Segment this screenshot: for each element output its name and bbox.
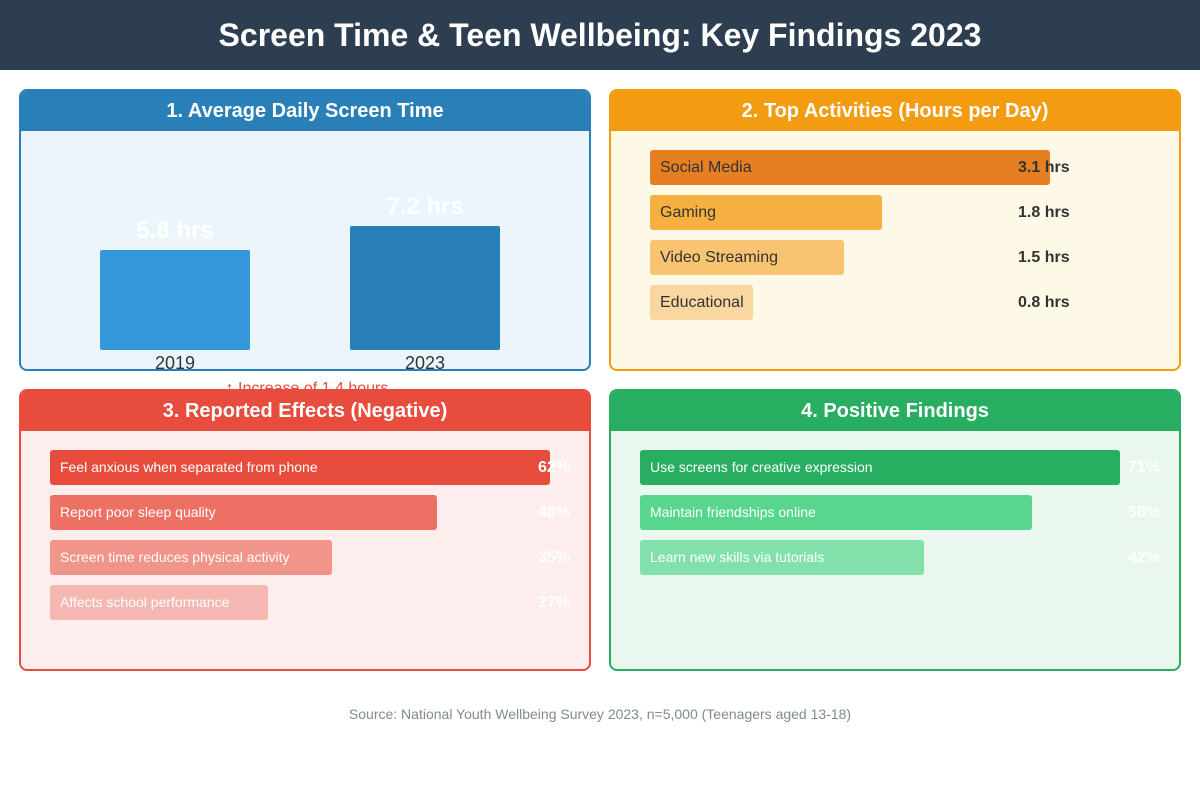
bar-row: Use screens for creative expression 71% [640, 450, 1160, 485]
bar [50, 495, 438, 530]
source-note: Source: National Youth Wellbeing Survey … [348, 706, 852, 722]
negative-effects-chart: Feel anxious when separated from phone 62… [21, 431, 589, 669]
bar-label: Learn new skills via tutorials [650, 549, 825, 565]
bar [50, 450, 550, 485]
bar-row: Learn new skills via tutorials 42% [640, 540, 1160, 575]
bar-row: Gaming 1.8 hrs [650, 195, 1130, 230]
bar-2019 [100, 250, 250, 350]
bar-label: Affects school performance [60, 594, 230, 610]
bar-label: Use screens for creative expression [650, 459, 873, 475]
bar [640, 450, 1120, 485]
bar-label: Feel anxious when separated from phone [60, 459, 318, 475]
bar-row: Screen time reduces physical activity 35% [50, 540, 570, 575]
bar-row: Video Streaming 1.5 hrs [650, 240, 1130, 275]
bar-value-label: 42% [1128, 549, 1161, 566]
negative-effects-panel: 3. Reported Effects (Negative) Feel anxi… [19, 389, 591, 671]
positive-findings-panel: 4. Positive Findings Use screens for cre… [609, 389, 1181, 671]
bar-label: Video Streaming [660, 249, 778, 266]
bar-label: Screen time reduces physical activity [60, 549, 290, 565]
bar [650, 285, 754, 320]
bar-value-label: 3.1 hrs [1018, 159, 1070, 176]
bar-row: Maintain friendships online 58% [640, 495, 1160, 530]
bar [640, 540, 924, 575]
bar-row: Educational 0.8 hrs [650, 285, 1130, 320]
bar-label: Report poor sleep quality [60, 504, 216, 520]
bar-value-label: 7.2 hrs [386, 192, 464, 220]
bar-row: Social Media 3.1 hrs [650, 150, 1130, 185]
bar [50, 585, 268, 620]
bar-value-label: 1.8 hrs [1018, 204, 1070, 221]
bar-row: Affects school performance 27% [50, 585, 570, 620]
positive-findings-panel-title: 4. Positive Findings [611, 391, 1179, 431]
bar-value-label: 71% [1128, 459, 1161, 476]
bar-label: Maintain friendships online [650, 504, 816, 520]
bar-row: Feel anxious when separated from phone 62… [50, 450, 570, 485]
bar [640, 495, 1033, 530]
screen-time-panel-title: 1. Average Daily Screen Time [21, 91, 589, 131]
bar-value-label: 62% [538, 459, 571, 476]
bar [650, 195, 883, 230]
bar-label: Educational [660, 294, 744, 311]
bar-value-label: 5.8 hrs [136, 217, 214, 244]
bar-value-label: 58% [1128, 504, 1161, 521]
bar-2023 [350, 225, 500, 350]
bar-value-label: 35% [538, 549, 571, 566]
header-bar: Screen Time & Teen Wellbeing: Key Findin… [0, 0, 1200, 70]
activities-panel: 2. Top Activities (Hours per Day) Social… [609, 89, 1181, 371]
negative-effects-panel-title: 3. Reported Effects (Negative) [21, 391, 589, 431]
bar-row: Report poor sleep quality 48% [50, 495, 570, 530]
page-title: Screen Time & Teen Wellbeing: Key Findin… [218, 16, 982, 53]
bar-label: Gaming [660, 204, 717, 221]
bar-category-label: 2019 [154, 353, 196, 373]
bar-value-label: 1.5 hrs [1018, 249, 1070, 266]
bar-category-label: 2023 [404, 353, 446, 373]
bar [650, 240, 844, 275]
screen-time-panel: 1. Average Daily Screen Time ↑ Increase … [19, 89, 591, 397]
bar [650, 150, 1050, 185]
bar-label: Social Media [660, 159, 752, 176]
bar [50, 540, 333, 575]
bar-value-label: 0.8 hrs [1018, 294, 1070, 311]
bar-value-label: 48% [538, 504, 571, 521]
positive-findings-chart: Use screens for creative expression 71% Ma… [611, 431, 1179, 669]
bar-value-label: 27% [538, 594, 571, 611]
activities-panel-title: 2. Top Activities (Hours per Day) [611, 91, 1179, 131]
activities-chart: Social Media 3.1 hrs Gaming 1.8 hrs Video St… [611, 131, 1179, 369]
